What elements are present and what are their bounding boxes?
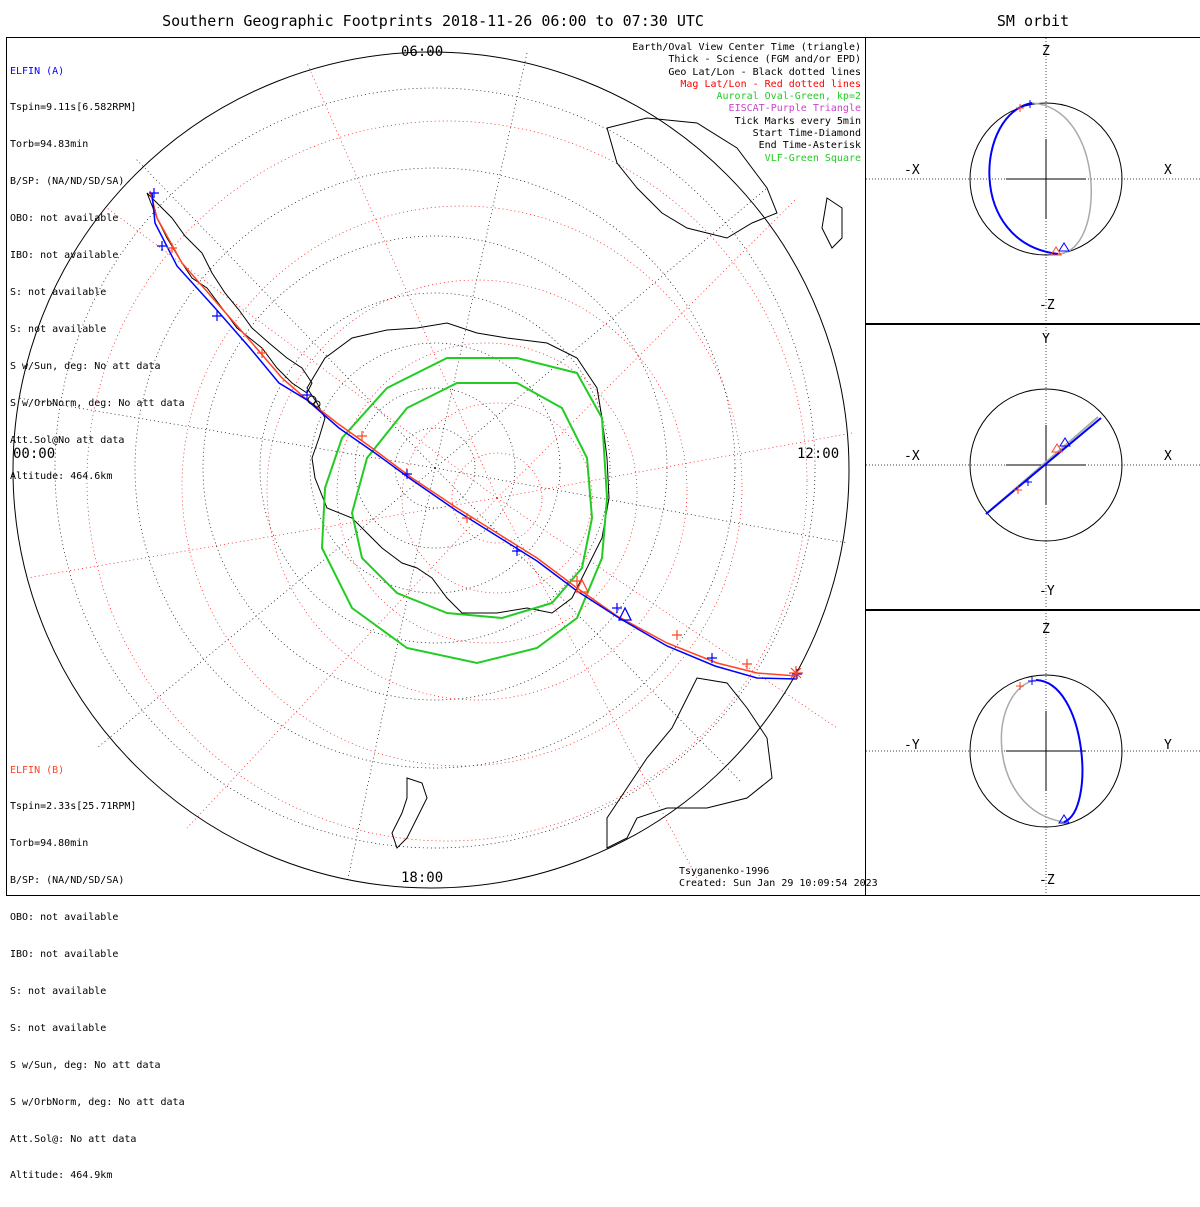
time-label-top: 06:00: [401, 44, 444, 60]
end-asterisk: [789, 666, 803, 680]
elfin-b-line: S: not available: [10, 1022, 107, 1034]
elfin-a-line: S: not available: [10, 286, 107, 298]
south-america-outline: [146, 192, 313, 394]
view-center-triangle: [617, 606, 633, 621]
time-label-right: 12:00: [797, 446, 840, 462]
legend-item: Geo Lat/Lon - Black dotted lines: [668, 66, 861, 78]
page-title: Southern Geographic Footprints 2018-11-2…: [162, 12, 704, 30]
elfin-a-info: ELFIN (A) Tspin=9.11s[6.582RPM] Torb=94.…: [10, 41, 185, 508]
elfin-a-line: S: not available: [10, 323, 107, 335]
elfin-a-track: [151, 192, 798, 680]
elfin-b-info: ELFIN (B) Tspin=2.33s[25.71RPM] Torb=94.…: [10, 740, 185, 1207]
elfin-b-line: Altitude: 464.9km: [10, 1170, 113, 1182]
elfin-a-line: IBO: not available: [10, 250, 119, 262]
sm-orbit-a: [988, 102, 1059, 255]
footprint-map: [12, 51, 853, 889]
sm-earth-circle: [969, 102, 1123, 256]
elfin-b-line: Att.Sol@: No att data: [10, 1133, 137, 1145]
sm-panel-xz: Z -Z -X X: [865, 37, 1200, 325]
elfin-b-ticks: [167, 243, 752, 669]
model-name: Tsyganenko-1996: [679, 866, 770, 877]
elfin-a-line: Torb=94.83min: [10, 139, 89, 151]
elfin-b-line: Torb=94.80min: [10, 838, 89, 850]
legend-item: EISCAT-Purple Triangle: [728, 103, 861, 115]
legend-item: Mag Lat/Lon - Red dotted lines: [680, 78, 861, 90]
legend-item: Earth/Oval View Center Time (triangle): [632, 42, 861, 53]
sm-label-bottom: -Z: [1039, 298, 1055, 313]
elfin-a-line: Tspin=9.11s[6.582RPM]: [10, 102, 137, 114]
earth-disk: [12, 51, 850, 889]
australia-outline: [606, 677, 773, 849]
elfin-b-line: S: not available: [10, 985, 107, 997]
sm-orbit-alt: [1031, 102, 1092, 255]
sm-label-top: Z: [1042, 622, 1050, 637]
legend-item: End Time-Asterisk: [758, 140, 861, 152]
sm-panel-yz: Z -Z -Y Y: [865, 609, 1200, 896]
sm-label-right: X: [1164, 449, 1172, 464]
elfin-a-line: Att.Sol@No att data: [10, 434, 125, 446]
sm-label-left: -X: [904, 163, 920, 178]
sm-label-bottom: -Z: [1039, 873, 1055, 888]
legend-item: VLF-Green Square: [764, 152, 861, 164]
legend-item: Auroral Oval-Green, kp=2: [716, 91, 862, 103]
sm-label-left: -Y: [904, 738, 920, 753]
elfin-a-line: B/SP: (NA/ND/SD/SA): [10, 176, 125, 188]
sm-orbit-a: [985, 417, 1102, 515]
geo-lat-grid: [54, 87, 816, 849]
legend-item: Start Time-Diamond: [752, 128, 861, 140]
sm-label-top: Y: [1042, 332, 1050, 347]
elfin-b-line: OBO: not available: [10, 912, 119, 924]
elfin-b-line: S w/OrbNorm, deg: No att data: [10, 1096, 185, 1108]
sm-label-bottom: -Y: [1039, 584, 1055, 599]
new-zealand-outline: [391, 777, 428, 849]
sm-label-right: Y: [1164, 738, 1172, 753]
time-label-bottom: 18:00: [401, 870, 444, 886]
elfin-a-line: S w/OrbNorm, deg: No att data: [10, 397, 185, 409]
elfin-a-ticks: [149, 188, 802, 679]
elfin-b-track: [149, 190, 798, 677]
view-center-triangle-b: [574, 578, 590, 593]
mag-lat-grid: [86, 120, 808, 842]
sm-label-top: Z: [1042, 44, 1050, 59]
geo-lon-grid: [18, 52, 848, 884]
elfin-b-name: ELFIN (B): [10, 764, 65, 776]
sm-orbit-title: SM orbit: [996, 12, 1070, 30]
legend-item: Tick Marks every 5min: [734, 115, 861, 127]
coastlines: [146, 117, 843, 849]
sm-earth-circle: [969, 388, 1123, 542]
elfin-b-line: IBO: not available: [10, 949, 119, 961]
sm-label-right: X: [1164, 163, 1172, 178]
sm-earth-circle: [969, 674, 1123, 828]
elfin-b-line: Tspin=2.33s[25.71RPM]: [10, 801, 137, 813]
africa-outline: [606, 117, 778, 239]
madagascar-outline: [821, 197, 843, 249]
sm-panel-xy: Y -Y -X X: [865, 323, 1200, 611]
elfin-b-line: S w/Sun, deg: No att data: [10, 1059, 161, 1071]
mag-lon-grid: [26, 62, 853, 879]
auroral-oval: [320, 357, 609, 665]
sm-orbit-a: [1035, 679, 1084, 823]
sm-label-left: -X: [904, 449, 920, 464]
elfin-b-line: B/SP: (NA/ND/SD/SA): [10, 875, 125, 887]
auroral-oval-outer: [320, 357, 609, 665]
footprint-map-frame: 06:00 00:00 12:00 18:00 Earth/Oval View …: [6, 37, 878, 1181]
elfin-a-line: Altitude: 464.6km: [10, 471, 113, 483]
antarctica-outline: [306, 322, 610, 614]
auroral-oval-inner: [350, 382, 594, 620]
legend-item: Thick - Science (FGM and/or EPD): [668, 54, 861, 66]
elfin-a-line: S w/Sun, deg: No att data: [10, 360, 161, 372]
elfin-a-line: OBO: not available: [10, 213, 119, 225]
time-label-left: 00:00: [13, 446, 56, 462]
start-markers: [307, 395, 321, 408]
created-timestamp: Created: Sun Jan 29 10:09:54 2023: [679, 878, 878, 889]
map-legend: Earth/Oval View Center Time (triangle) T…: [632, 42, 861, 165]
elfin-a-name: ELFIN (A): [10, 65, 65, 77]
